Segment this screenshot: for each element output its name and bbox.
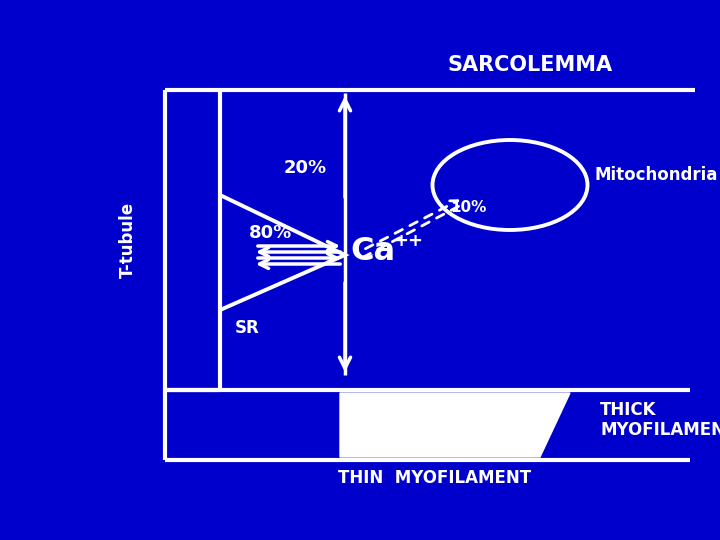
Text: Mitochondria: Mitochondria <box>595 166 719 184</box>
Text: T-tubule: T-tubule <box>119 202 137 278</box>
Text: 20%: 20% <box>284 159 327 177</box>
Text: SR: SR <box>235 319 260 337</box>
Text: SARCOLEMMA: SARCOLEMMA <box>447 55 613 75</box>
Text: 10%: 10% <box>450 199 486 214</box>
Text: ++: ++ <box>393 232 423 250</box>
Polygon shape <box>340 393 570 457</box>
Text: Ca: Ca <box>350 237 395 267</box>
Text: THIN  MYOFILAMENT: THIN MYOFILAMENT <box>338 469 531 487</box>
Text: 80%: 80% <box>248 224 292 242</box>
Text: THICK
MYOFILAMENT: THICK MYOFILAMENT <box>600 401 720 440</box>
